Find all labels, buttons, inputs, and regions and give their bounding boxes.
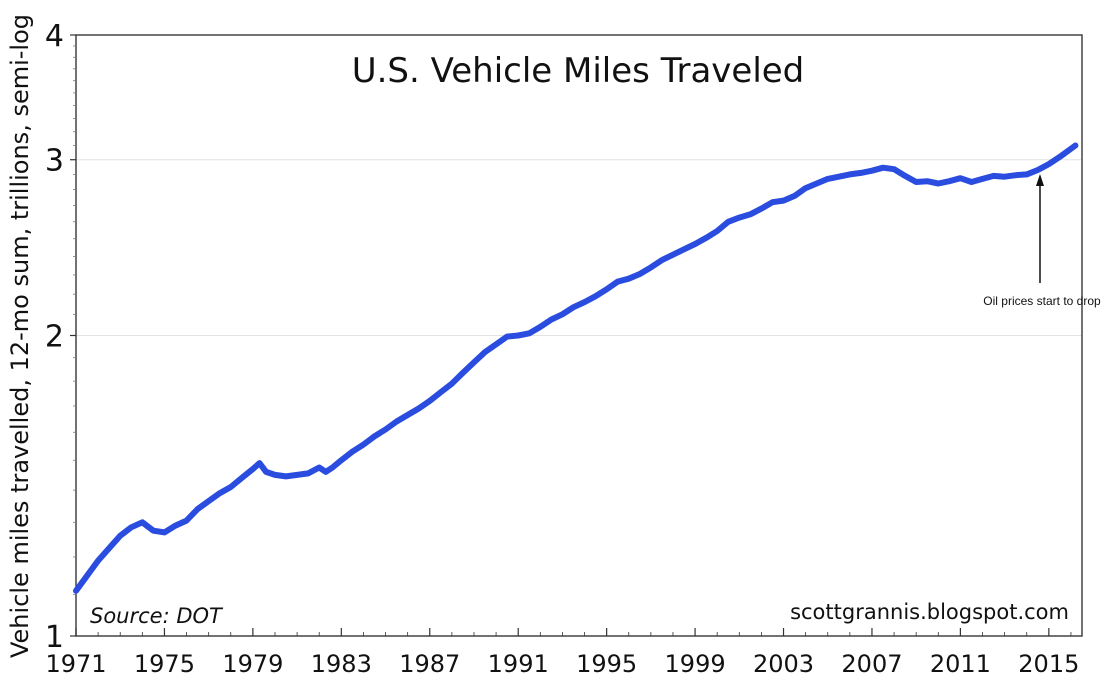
- xtick-label-1983: 1983: [311, 650, 372, 678]
- y-axis-tick-labels: 1 2 3 4: [45, 19, 64, 655]
- source-note: Source: DOT: [90, 604, 224, 628]
- series-line-0: [73, 142, 1079, 594]
- xtick-label-2011: 2011: [930, 650, 991, 678]
- chart-title: U.S. Vehicle Miles Traveled: [352, 51, 805, 91]
- annotation-text: Oil prices start to drop: [983, 294, 1101, 308]
- y-axis-label: Vehicle miles travelled, 12-mo sum, tril…: [6, 14, 34, 658]
- xtick-label-2007: 2007: [841, 650, 902, 678]
- xtick-label-1999: 1999: [665, 650, 726, 678]
- gridlines: [76, 159, 1082, 336]
- xtick-label-1987: 1987: [399, 650, 460, 678]
- oil-price-annotation: Oil prices start to drop: [983, 174, 1101, 308]
- xtick-label-2003: 2003: [753, 650, 814, 678]
- ytick-label-1: 1: [45, 620, 64, 655]
- xtick-label-2015: 2015: [1018, 650, 1079, 678]
- xtick-label-1975: 1975: [134, 650, 195, 678]
- annotation-arrowhead: [1035, 174, 1044, 186]
- xtick-label-1979: 1979: [222, 650, 283, 678]
- blog-credit: scottgrannis.blogspot.com: [790, 600, 1069, 624]
- ytick-label-4: 4: [45, 19, 64, 54]
- xtick-label-1991: 1991: [488, 650, 549, 678]
- ytick-label-2: 2: [45, 320, 64, 355]
- xtick-label-1995: 1995: [576, 650, 637, 678]
- axis-ticks: [70, 34, 1072, 637]
- ytick-label-3: 3: [45, 144, 64, 179]
- series-layer: [73, 142, 1079, 594]
- x-axis-tick-labels: 1971 1975 1979 1983 1987 1991 1995 1999 2003 2007…: [45, 650, 1079, 678]
- xtick-label-1971: 1971: [45, 650, 106, 678]
